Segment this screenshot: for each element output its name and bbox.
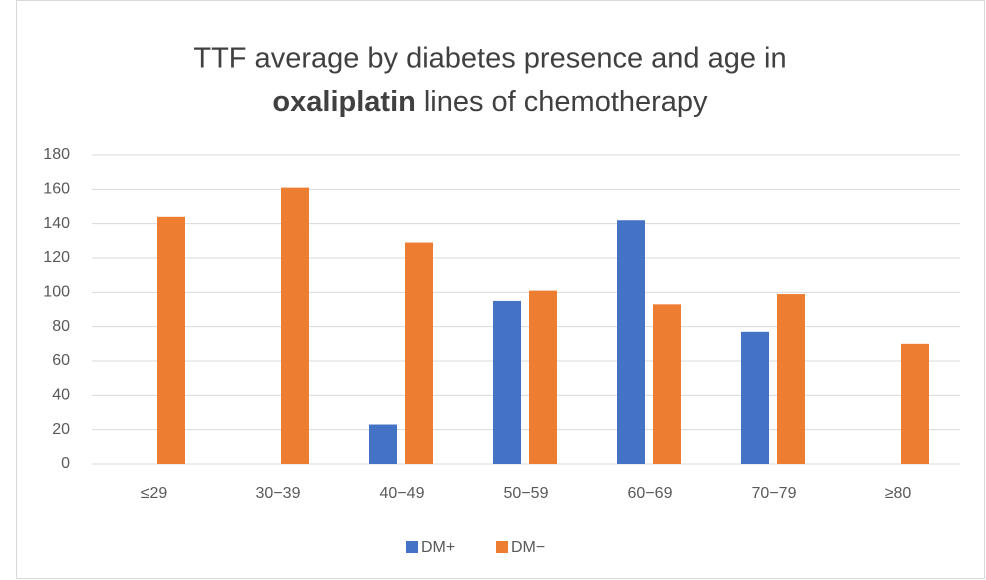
x-tick-label: 40−49 <box>380 485 425 502</box>
bar <box>653 304 681 464</box>
bar <box>405 242 433 464</box>
bar <box>741 331 769 464</box>
x-tick-label: 60−69 <box>628 485 673 502</box>
y-tick-label: 40 <box>52 387 70 404</box>
y-tick-label: 80 <box>52 318 70 335</box>
legend-label: DM− <box>511 539 545 556</box>
legend-swatch <box>496 541 508 553</box>
x-tick-label: ≥80 <box>885 485 912 502</box>
bar <box>617 220 645 464</box>
bar <box>529 290 557 464</box>
bar <box>493 300 521 464</box>
bar <box>157 216 185 464</box>
chart-title-bold: oxaliplatin <box>272 86 415 118</box>
y-tick-label: 60 <box>52 352 70 369</box>
y-tick-label: 140 <box>43 215 70 232</box>
chart-title: TTF average by diabetes presence and age… <box>193 43 786 75</box>
y-tick-label: 20 <box>52 421 70 438</box>
chart-title-rest: lines of chemotherapy <box>424 86 708 118</box>
legend-label: DM+ <box>421 539 455 556</box>
chart-title: oxaliplatin lines of chemotherapy <box>272 86 708 118</box>
y-tick-label: 0 <box>61 455 70 472</box>
bar <box>777 294 805 464</box>
y-tick-label: 100 <box>43 284 70 301</box>
y-tick-label: 180 <box>43 146 70 163</box>
y-tick-label: 120 <box>43 249 70 266</box>
legend-swatch <box>406 541 418 553</box>
bar <box>281 187 309 464</box>
y-tick-label: 160 <box>43 181 70 198</box>
bar <box>369 424 397 464</box>
x-tick-label: 30−39 <box>256 485 301 502</box>
x-tick-label: ≤29 <box>141 485 168 502</box>
bar <box>901 343 929 464</box>
x-tick-label: 70−79 <box>752 485 797 502</box>
x-tick-label: 50−59 <box>504 485 549 502</box>
